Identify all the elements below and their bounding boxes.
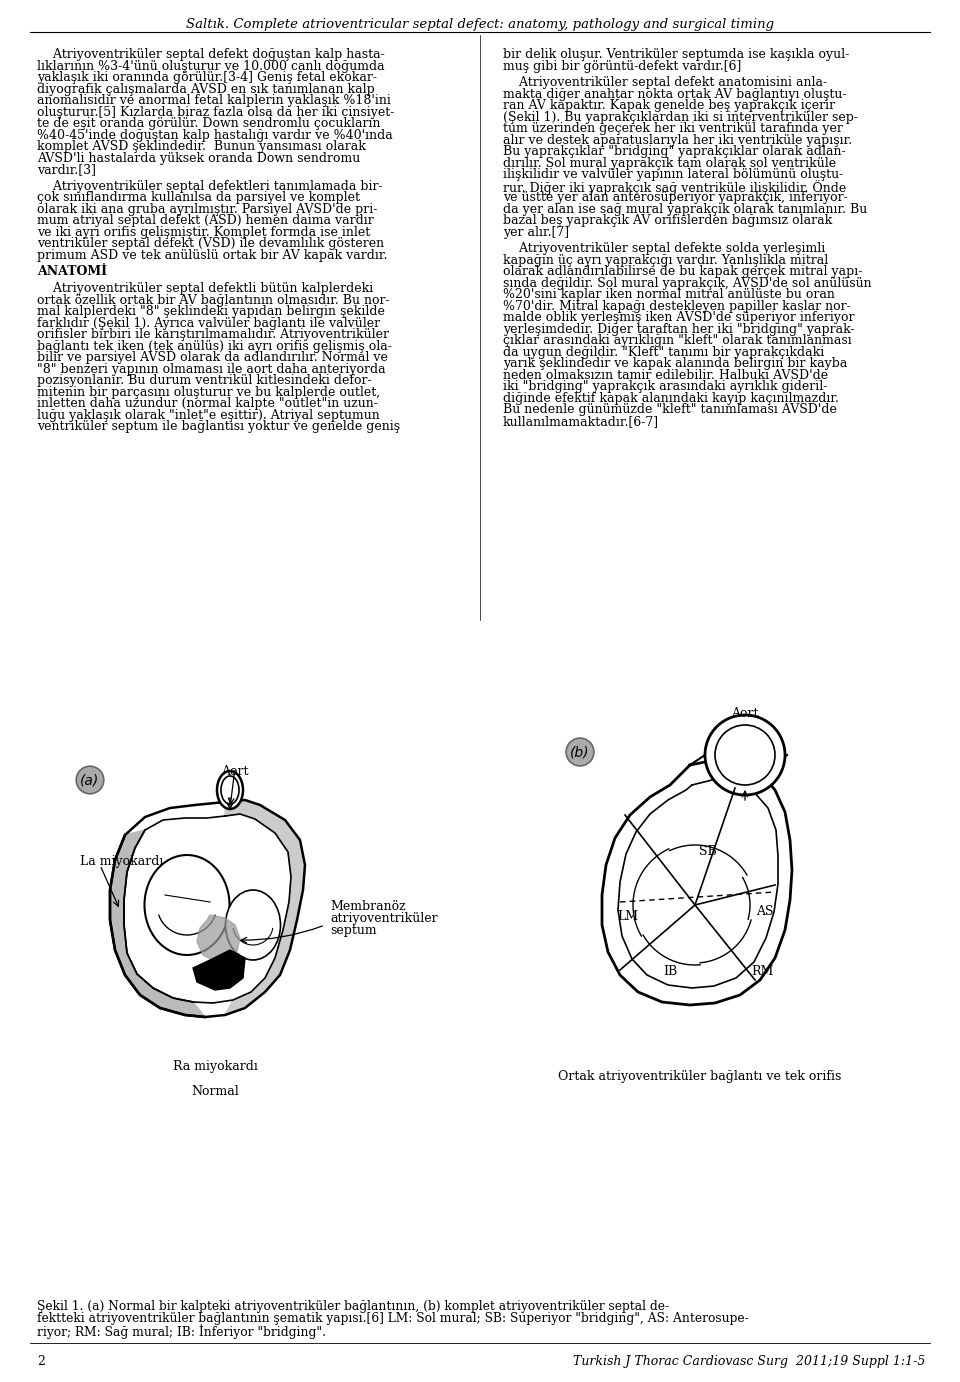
Text: Atriyoventriküler septal defekt anatomisini anla-: Atriyoventriküler septal defekt anatomis… xyxy=(503,76,828,90)
Text: anomalisidir ve anormal fetal kalplerin yaklaşık %18'ini: anomalisidir ve anormal fetal kalplerin … xyxy=(37,94,391,106)
Text: luğu yaklaşık olarak "inlet"e eşittir). Atriyal septumun: luğu yaklaşık olarak "inlet"e eşittir). … xyxy=(37,409,380,422)
Text: Saltık. Complete atrioventricular septal defect: anatomy, pathology and surgical: Saltık. Complete atrioventricular septal… xyxy=(186,18,774,30)
Text: da uygun değildir. "Kleft" tanımı bir yaprakçıkdaki: da uygun değildir. "Kleft" tanımı bir ya… xyxy=(503,346,825,359)
Text: Bu yaprakçıklar "bridging" yaprakçıklar olarak adlan-: Bu yaprakçıklar "bridging" yaprakçıklar … xyxy=(503,145,846,158)
Ellipse shape xyxy=(145,855,229,955)
Circle shape xyxy=(705,714,785,795)
Text: Atriyoventriküler septal defekt doğuştan kalp hasta-: Atriyoventriküler septal defekt doğuştan… xyxy=(37,48,385,61)
Text: Normal: Normal xyxy=(191,1085,239,1099)
Text: ilişkilidir ve valvüler yapının lateral bölümünü oluştu-: ilişkilidir ve valvüler yapının lateral … xyxy=(503,169,843,181)
Text: te de eşit oranda görülür. Down sendromlu çocukların: te de eşit oranda görülür. Down sendroml… xyxy=(37,117,380,130)
Ellipse shape xyxy=(217,771,243,808)
Text: AVSD'li hastalarda yüksek oranda Down sendromu: AVSD'li hastalarda yüksek oranda Down se… xyxy=(37,152,360,164)
Text: malde oblik yerleşmiş iken AVSD'de süperiyor inferiyor: malde oblik yerleşmiş iken AVSD'de süper… xyxy=(503,311,854,325)
Text: ve üstte yer alan anterosüperiyor yaprakçık, inferiyor-: ve üstte yer alan anterosüperiyor yaprak… xyxy=(503,191,848,205)
Text: orifisler birbiri ile karıştırılmamalıdır. Atriyoventriküler: orifisler birbiri ile karıştırılmamalıdı… xyxy=(37,328,389,341)
Text: atriyoventriküler: atriyoventriküler xyxy=(330,912,438,925)
Text: ventriküler septal defekt (VSD) ile devamlılık gösteren: ventriküler septal defekt (VSD) ile deva… xyxy=(37,238,384,250)
Text: pozisyonlanır. Bu durum ventrikül kitlesindeki defor-: pozisyonlanır. Bu durum ventrikül kitles… xyxy=(37,375,372,387)
Text: dırılır. Sol mural yaprakçık tam olarak sol ventriküle: dırılır. Sol mural yaprakçık tam olarak … xyxy=(503,156,836,170)
Text: yarık şeklindedir ve kapak alanında belirgin bir kayba: yarık şeklindedir ve kapak alanında beli… xyxy=(503,358,848,370)
Text: Atriyoventriküler septal defekte solda yerleşimli: Atriyoventriküler septal defekte solda y… xyxy=(503,242,826,256)
Text: LM: LM xyxy=(617,909,638,923)
Text: Ortak atriyoventriküler bağlantı ve tek orifis: Ortak atriyoventriküler bağlantı ve tek … xyxy=(559,1070,842,1083)
Text: Atriyoventriküler septal defektleri tanımlamada bir-: Atriyoventriküler septal defektleri tanı… xyxy=(37,180,383,192)
Polygon shape xyxy=(110,831,205,1017)
Text: Bu nedenle günümüzde "kleft" tanımlaması AVSD'de: Bu nedenle günümüzde "kleft" tanımlaması… xyxy=(503,404,837,416)
Text: kapağın üç ayrı yaprakçığı vardır. Yanlışlıkla mitral: kapağın üç ayrı yaprakçığı vardır. Yanlı… xyxy=(503,254,828,267)
Text: oluşturur.[5] Kızlarda biraz fazla olsa da her iki cinsiyet-: oluşturur.[5] Kızlarda biraz fazla olsa … xyxy=(37,105,395,119)
Polygon shape xyxy=(193,949,245,990)
Text: Ra miyokardı: Ra miyokardı xyxy=(173,1060,257,1072)
Text: rur. Diğer iki yaprakçık sağ ventriküle ilişkilidir. Önde: rur. Diğer iki yaprakçık sağ ventriküle … xyxy=(503,180,847,195)
Text: ANATOMİ: ANATOMİ xyxy=(37,265,107,278)
Text: (Şekil 1). Bu yaprakçıklardan iki si interventriküler sep-: (Şekil 1). Bu yaprakçıklardan iki si int… xyxy=(503,111,858,123)
Text: sında değildir. Sol mural yaprakçık, AVSD'de sol anülüsün: sında değildir. Sol mural yaprakçık, AVS… xyxy=(503,276,872,290)
Text: olarak adlandırılabilirse de bu kapak gerçek mitral yapı-: olarak adlandırılabilirse de bu kapak ge… xyxy=(503,265,862,278)
Text: komplet AVSD şeklindedir.  Bunun yansıması olarak: komplet AVSD şeklindedir. Bunun yansımas… xyxy=(37,140,366,153)
Text: muş gibi bir görüntü-defekt vardır.[6]: muş gibi bir görüntü-defekt vardır.[6] xyxy=(503,59,741,72)
Text: 2: 2 xyxy=(37,1354,45,1368)
Text: Membranöz: Membranöz xyxy=(330,900,406,914)
Text: ve iki ayrı orifis gelişmiştir. Komplet formda ise inlet: ve iki ayrı orifis gelişmiştir. Komplet … xyxy=(37,225,371,239)
Text: (b): (b) xyxy=(570,745,589,759)
Text: neden olmaksızın tamir edilebilir. Halbuki AVSD'de: neden olmaksızın tamir edilebilir. Halbu… xyxy=(503,369,828,381)
Text: IB: IB xyxy=(662,965,677,978)
Text: çıklar arasındaki ayrıklığın "kleft" olarak tanımlanması: çıklar arasındaki ayrıklığın "kleft" ola… xyxy=(503,334,852,347)
Text: çok sınıflandırma kullanılsa da parsiyel ve komplet: çok sınıflandırma kullanılsa da parsiyel… xyxy=(37,191,360,205)
Text: tum üzerinden geçerek her iki ventrikül tarafında yer: tum üzerinden geçerek her iki ventrikül … xyxy=(503,122,843,135)
Text: vardır.[3]: vardır.[3] xyxy=(37,163,96,176)
Text: RM: RM xyxy=(751,965,773,978)
Text: AS: AS xyxy=(756,905,774,918)
Text: alır ve destek aparatuslarıyla her iki ventriküle yapışır.: alır ve destek aparatuslarıyla her iki v… xyxy=(503,134,852,146)
Text: iki "bridging" yaprakçık arasındaki ayrıklık gideril-: iki "bridging" yaprakçık arasındaki ayrı… xyxy=(503,380,828,394)
Text: ventriküler septum ile bağlantısı yoktur ve genelde geniş: ventriküler septum ile bağlantısı yoktur… xyxy=(37,420,400,433)
Text: bazal beş yaprakçık AV orifislerden bağımsız olarak: bazal beş yaprakçık AV orifislerden bağı… xyxy=(503,214,832,227)
Text: inletten daha uzundur (normal kalpte "outlet"in uzun-: inletten daha uzundur (normal kalpte "ou… xyxy=(37,397,378,410)
Text: farklıdır (Şekil 1). Ayrıca valvüler bağlantı ile valvüler: farklıdır (Şekil 1). Ayrıca valvüler bağ… xyxy=(37,316,380,329)
Text: Aort: Aort xyxy=(221,766,249,778)
Text: kullanılmamaktadır.[6-7]: kullanılmamaktadır.[6-7] xyxy=(503,415,660,428)
Text: mitenin bir parçasını oluşturur ve bu kalplerde outlet,: mitenin bir parçasını oluşturur ve bu ka… xyxy=(37,386,380,398)
Text: %20'sini kaplar iken normal mitral anülüste bu oran: %20'sini kaplar iken normal mitral anülü… xyxy=(503,289,835,301)
Text: da yer alan ise sağ mural yaprakçık olarak tanımlanır. Bu: da yer alan ise sağ mural yaprakçık olar… xyxy=(503,203,867,216)
Text: makta diğer anahtar nokta ortak AV bağlantıyı oluştu-: makta diğer anahtar nokta ortak AV bağla… xyxy=(503,87,847,101)
Polygon shape xyxy=(225,800,305,1014)
Polygon shape xyxy=(602,760,792,1005)
Text: mal kalplerdeki "8" şeklindeki yapıdan belirgin şekilde: mal kalplerdeki "8" şeklindeki yapıdan b… xyxy=(37,305,385,318)
Text: yer alır.[7]: yer alır.[7] xyxy=(503,225,569,239)
Text: olarak iki ana gruba ayrılmıştır. Parsiyel AVSD'de pri-: olarak iki ana gruba ayrılmıştır. Parsiy… xyxy=(37,203,377,216)
Text: septum: septum xyxy=(330,925,376,937)
Text: Atriyoventriküler septal defektli bütün kalplerdeki: Atriyoventriküler septal defektli bütün … xyxy=(37,282,373,294)
Ellipse shape xyxy=(226,890,280,960)
Text: lıklarının %3-4'ünü oluşturur ve 10.000 canlı doğumda: lıklarının %3-4'ünü oluşturur ve 10.000 … xyxy=(37,59,385,72)
Text: SB: SB xyxy=(699,844,717,858)
Text: yaklaşık iki oranında görülür.[3-4] Geniş fetal ekokar-: yaklaşık iki oranında görülür.[3-4] Geni… xyxy=(37,70,377,84)
Polygon shape xyxy=(197,915,240,960)
Text: yerleşimdedir. Diğer taraftan her iki "bridging" yaprak-: yerleşimdedir. Diğer taraftan her iki "b… xyxy=(503,323,854,336)
Text: fektteki atriyoventriküler bağlantının şematik yapısı.[6] LM: Sol mural; SB: Sup: fektteki atriyoventriküler bağlantının ş… xyxy=(37,1312,749,1325)
Text: "8" benzeri yapının olmaması ile aort daha anteriyorda: "8" benzeri yapının olmaması ile aort da… xyxy=(37,362,386,376)
Text: Turkish J Thorac Cardiovasc Surg  2011;19 Suppl 1:1-5: Turkish J Thorac Cardiovasc Surg 2011;19… xyxy=(572,1354,925,1368)
Text: %70'dir. Mitral kapağı destekleyen papiller kaslar nor-: %70'dir. Mitral kapağı destekleyen papil… xyxy=(503,300,851,312)
Text: bir delik oluşur. Ventriküler septumda ise kaşıkla oyul-: bir delik oluşur. Ventriküler septumda i… xyxy=(503,48,850,61)
Text: bağlantı tek iken (tek anülüs) iki ayrı orifis gelişmiş ola-: bağlantı tek iken (tek anülüs) iki ayrı … xyxy=(37,340,392,352)
Text: %40-45'inde doğuştan kalp hastalığı vardır ve %40'ında: %40-45'inde doğuştan kalp hastalığı vard… xyxy=(37,129,393,141)
Text: (a): (a) xyxy=(81,773,100,786)
Text: ortak özellik ortak bir AV bağlantının olmasıdır. Bu nor-: ortak özellik ortak bir AV bağlantının o… xyxy=(37,293,390,307)
Text: primum ASD ve tek anülüslü ortak bir AV kapak vardır.: primum ASD ve tek anülüslü ortak bir AV … xyxy=(37,249,388,261)
Text: bilir ve parsiyel AVSD olarak da adlandırılır. Normal ve: bilir ve parsiyel AVSD olarak da adlandı… xyxy=(37,351,388,363)
Text: mum atriyal septal defekt (ASD) hemen daima vardır: mum atriyal septal defekt (ASD) hemen da… xyxy=(37,214,373,227)
Text: Aort: Aort xyxy=(732,708,758,720)
Text: Şekil 1. (a) Normal bir kalpteki atriyoventriküler bağlantının, (b) komplet atri: Şekil 1. (a) Normal bir kalpteki atriyov… xyxy=(37,1300,669,1313)
Text: ran AV kapaktır. Kapak genelde beş yaprakçık içerir: ran AV kapaktır. Kapak genelde beş yapra… xyxy=(503,100,835,112)
Text: diyografik çalışmalarda AVSD en sık tanımlanan kalp: diyografik çalışmalarda AVSD en sık tanı… xyxy=(37,83,374,95)
Text: La miyokardı: La miyokardı xyxy=(80,855,163,868)
Text: diğinde efektif kapak alanındaki kayıp kaçınılmazdır.: diğinde efektif kapak alanındaki kayıp k… xyxy=(503,392,839,405)
Text: riyor; RM: Sağ mural; IB: İnferiyor "bridging".: riyor; RM: Sağ mural; IB: İnferiyor "bri… xyxy=(37,1324,326,1339)
